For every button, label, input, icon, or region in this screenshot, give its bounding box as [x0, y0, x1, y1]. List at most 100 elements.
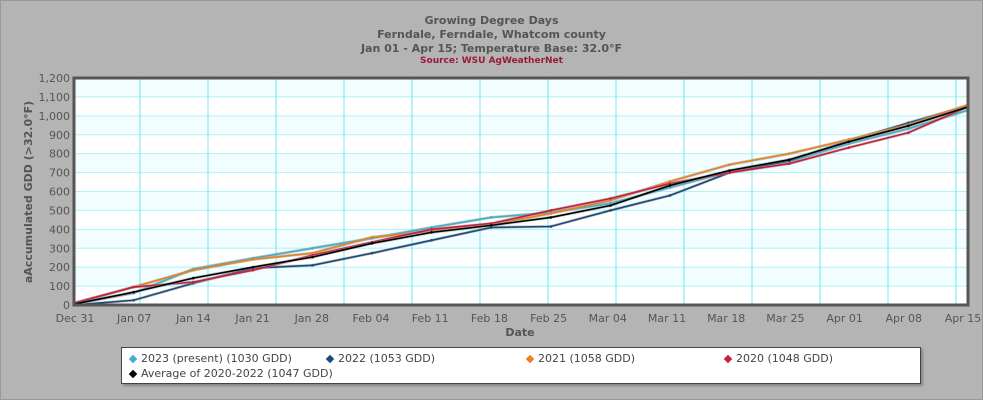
- legend-marker-icon: [325, 354, 335, 363]
- data-point: [132, 285, 135, 289]
- series-line-4: [73, 106, 969, 305]
- x-tick-label: Feb 11: [412, 312, 449, 325]
- data-point: [549, 225, 553, 228]
- data-point: [311, 255, 314, 259]
- data-point: [847, 140, 851, 144]
- series-line-2: [73, 104, 969, 304]
- legend-item[interactable]: 2021 (1058 GDD): [525, 352, 636, 365]
- data-point: [132, 298, 135, 302]
- legend-marker-icon: [128, 354, 138, 363]
- data-point: [728, 169, 731, 172]
- legend: 2023 (present) (1030 GDD) 2022 (1053 GDD)…: [121, 347, 921, 384]
- data-point: [907, 127, 910, 130]
- y-axis-label: aAccumulated GDD (>32.0°F): [22, 101, 35, 283]
- data-point: [907, 131, 910, 134]
- x-tick-label: Jan 21: [234, 312, 269, 325]
- x-tick-label: Feb 04: [353, 312, 390, 325]
- data-point: [311, 246, 314, 250]
- x-tick-label: Apr 01: [826, 312, 863, 325]
- data-point: [787, 158, 791, 162]
- plot-band: [74, 191, 968, 211]
- plot-band: [74, 78, 968, 97]
- chart-source: Source: WSU AgWeatherNet: [420, 56, 563, 66]
- series-line-3: [73, 106, 969, 304]
- plot-band: [74, 267, 968, 287]
- legend-label: 2021 (1058 GDD): [538, 352, 636, 365]
- data-point: [132, 290, 135, 294]
- x-tick-label: Feb 18: [471, 312, 508, 325]
- y-tick-label: 0: [63, 299, 70, 312]
- chart-subtitle-location: Ferndale, Ferndale, Whatcom county: [377, 28, 606, 41]
- legend-marker-icon: [128, 369, 138, 378]
- x-tick-label: Jan 28: [294, 312, 329, 325]
- legend-marker-icon: [723, 354, 733, 363]
- data-point: [191, 268, 195, 272]
- x-tick-label: Apr 08: [886, 312, 923, 325]
- data-point: [251, 265, 255, 269]
- data-point: [430, 239, 433, 242]
- data-point: [609, 197, 612, 200]
- legend-item[interactable]: 2022 (1053 GDD): [325, 352, 436, 365]
- x-tick-label: Feb 25: [530, 312, 567, 325]
- y-tick-label: 300: [49, 242, 70, 255]
- data-point: [489, 216, 493, 219]
- legend-label: 2022 (1053 GDD): [338, 352, 436, 365]
- y-tick-label: 500: [49, 204, 70, 217]
- legend-item[interactable]: Average of 2020-2022 (1047 GDD): [128, 367, 333, 380]
- data-point: [728, 163, 731, 166]
- data-point: [668, 184, 672, 187]
- data-point: [191, 280, 195, 284]
- x-tick-label: Dec 31: [56, 312, 95, 325]
- x-axis-label: Date: [505, 326, 534, 339]
- y-tick-label: 400: [49, 223, 70, 236]
- data-point: [191, 276, 195, 280]
- data-point: [847, 146, 851, 149]
- x-tick-label: Jan 07: [116, 312, 151, 325]
- data-point: [549, 216, 553, 219]
- data-point: [251, 258, 255, 261]
- data-point: [251, 268, 255, 272]
- data-point: [668, 194, 672, 197]
- chart-plot: 0 100 200 300 400 500 600 700 800 900 1,000 1,100 1,…: [22, 72, 982, 339]
- y-tick-label: 1,200: [39, 72, 71, 85]
- legend-label: 2020 (1048 GDD): [736, 352, 834, 365]
- data-point: [370, 242, 374, 245]
- legend-marker-icon: [525, 354, 535, 363]
- legend-item[interactable]: 2023 (present) (1030 GDD): [128, 352, 292, 365]
- x-tick-label: Jan 14: [175, 312, 210, 325]
- y-tick-label: 800: [49, 148, 70, 161]
- data-point: [609, 204, 612, 207]
- data-point: [549, 209, 553, 212]
- data-point: [489, 224, 493, 227]
- y-tick-label: 700: [49, 167, 70, 180]
- plot-band: [74, 115, 968, 135]
- data-point: [370, 235, 374, 239]
- y-tick-label: 1,000: [39, 110, 71, 123]
- chart-title: Growing Degree Days: [424, 14, 559, 27]
- y-tick-label: 100: [49, 280, 70, 293]
- data-point: [787, 162, 791, 165]
- data-point: [907, 124, 910, 128]
- legend-label: Average of 2020-2022 (1047 GDD): [141, 367, 333, 380]
- chart-subtitle-range: Jan 01 - Apr 15; Temperature Base: 32.0°…: [360, 42, 623, 55]
- legend-item[interactable]: 2020 (1048 GDD): [723, 352, 834, 365]
- y-tick-label: 900: [49, 129, 70, 142]
- x-tick-label: Mar 18: [707, 312, 745, 325]
- y-tick-label: 600: [49, 186, 70, 199]
- y-tick-label: 1,100: [39, 91, 71, 104]
- y-tick-label: 200: [49, 261, 70, 274]
- x-tick-label: Mar 25: [766, 312, 804, 325]
- x-tick-label: Mar 04: [589, 312, 627, 325]
- data-point: [430, 228, 433, 231]
- data-point: [609, 209, 612, 212]
- data-point: [311, 263, 314, 267]
- data-point: [549, 212, 553, 215]
- x-tick-label: Mar 11: [648, 312, 686, 325]
- data-point: [430, 231, 433, 234]
- data-point: [787, 152, 791, 155]
- x-tick-label: Apr 15: [945, 312, 982, 325]
- plot-band: [74, 229, 968, 249]
- legend-label: 2023 (present) (1030 GDD): [141, 352, 292, 365]
- plot-border: [72, 76, 970, 307]
- data-point: [370, 251, 374, 255]
